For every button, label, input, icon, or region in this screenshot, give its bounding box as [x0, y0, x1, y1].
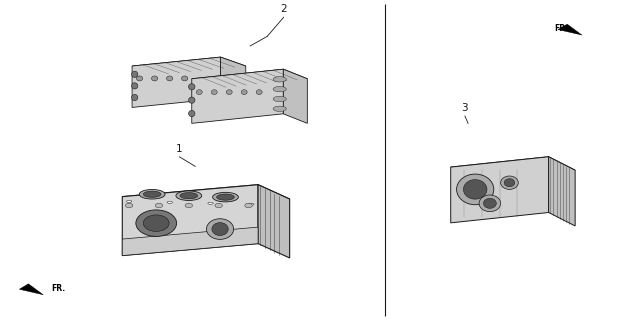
Ellipse shape	[155, 203, 163, 208]
Ellipse shape	[189, 110, 195, 117]
Ellipse shape	[143, 215, 169, 231]
Ellipse shape	[167, 201, 173, 203]
Ellipse shape	[176, 191, 202, 200]
Polygon shape	[132, 57, 220, 108]
Ellipse shape	[137, 76, 142, 81]
Text: FR.: FR.	[555, 24, 568, 33]
Ellipse shape	[143, 191, 161, 197]
Ellipse shape	[132, 71, 138, 77]
Polygon shape	[20, 284, 43, 295]
Ellipse shape	[215, 203, 222, 208]
Ellipse shape	[226, 90, 232, 95]
Ellipse shape	[456, 174, 494, 205]
Polygon shape	[122, 185, 290, 211]
Text: 3: 3	[461, 103, 468, 113]
Ellipse shape	[125, 203, 133, 208]
Ellipse shape	[216, 194, 234, 200]
Polygon shape	[451, 157, 549, 223]
Ellipse shape	[189, 84, 195, 90]
Ellipse shape	[211, 90, 217, 95]
Ellipse shape	[182, 76, 188, 81]
Ellipse shape	[132, 83, 138, 89]
Ellipse shape	[273, 77, 286, 82]
Polygon shape	[220, 57, 246, 108]
Polygon shape	[192, 69, 308, 88]
Ellipse shape	[166, 76, 173, 81]
Ellipse shape	[212, 223, 229, 236]
Ellipse shape	[139, 189, 165, 199]
Ellipse shape	[273, 86, 286, 92]
Ellipse shape	[132, 94, 138, 100]
Ellipse shape	[249, 203, 254, 205]
Text: FR.: FR.	[51, 284, 65, 292]
Ellipse shape	[180, 193, 197, 199]
Polygon shape	[451, 157, 575, 180]
Ellipse shape	[256, 90, 262, 95]
Ellipse shape	[479, 195, 501, 212]
Ellipse shape	[189, 97, 195, 103]
Ellipse shape	[241, 90, 247, 95]
Polygon shape	[558, 24, 582, 35]
Ellipse shape	[463, 180, 487, 199]
Polygon shape	[122, 185, 258, 256]
Ellipse shape	[273, 106, 286, 111]
Ellipse shape	[273, 96, 286, 102]
Ellipse shape	[206, 219, 234, 239]
Ellipse shape	[127, 200, 132, 202]
Ellipse shape	[151, 76, 158, 81]
Polygon shape	[549, 157, 575, 226]
Polygon shape	[132, 57, 246, 75]
Ellipse shape	[501, 176, 518, 189]
Ellipse shape	[213, 192, 239, 202]
Ellipse shape	[185, 203, 192, 208]
Polygon shape	[192, 69, 284, 123]
Polygon shape	[258, 185, 290, 258]
Ellipse shape	[196, 90, 202, 95]
Ellipse shape	[504, 179, 515, 187]
Ellipse shape	[245, 203, 253, 208]
Ellipse shape	[208, 202, 213, 204]
Text: 2: 2	[280, 4, 287, 14]
Polygon shape	[284, 69, 308, 123]
Text: 1: 1	[176, 144, 183, 154]
Ellipse shape	[484, 198, 496, 208]
Ellipse shape	[136, 210, 177, 236]
Polygon shape	[122, 227, 258, 256]
